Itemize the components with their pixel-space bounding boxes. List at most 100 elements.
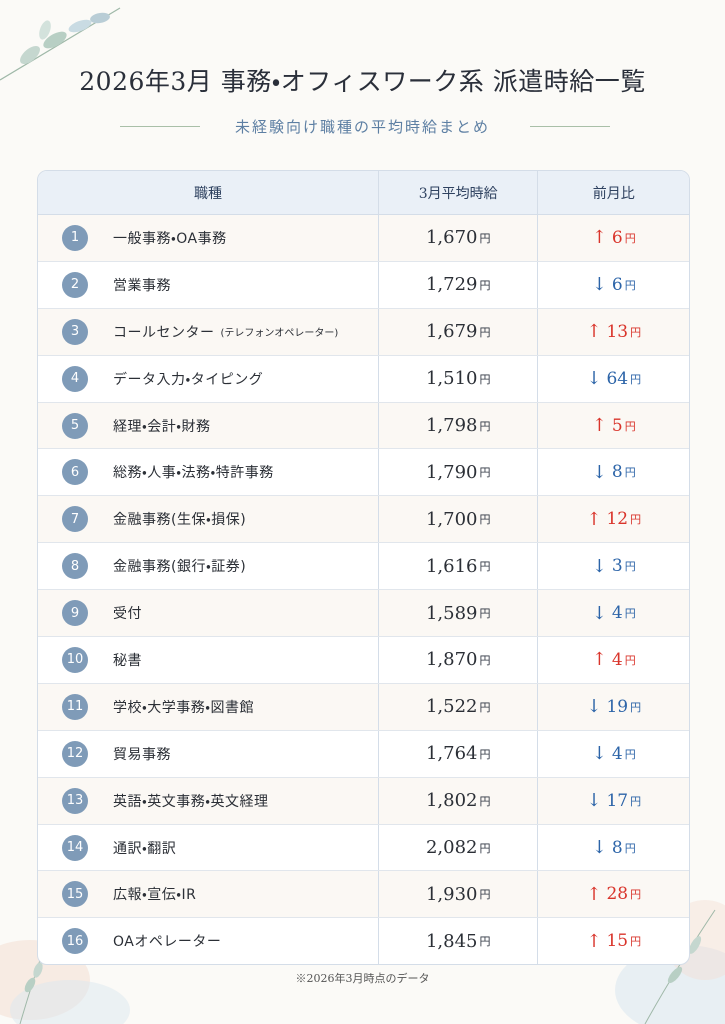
job-name: 金融事務(銀行・証券) — [113, 559, 247, 576]
change: 13 — [606, 321, 629, 342]
wage: 1,589 — [425, 602, 478, 624]
wage-cell: 1,510 円 — [377, 355, 538, 402]
table-row: 1 一般事務・OA事務 1,670 円 ↑ 6 円 — [38, 215, 689, 262]
trend-arrow: ↑ — [591, 415, 607, 436]
change-cell: ↓ 3 円 — [537, 543, 689, 590]
job-name: 通訳・翻訳 — [113, 840, 177, 857]
column-header: 3月平均時給 — [377, 171, 538, 214]
job-name: 英語・英文事務・英文経理 — [113, 793, 269, 810]
wage: 1,790 — [425, 461, 478, 483]
job-note: (テレフォンオペレーター) — [220, 328, 339, 340]
wage: 1,845 — [425, 930, 478, 952]
change-cell: ↓ 8 円 — [537, 449, 689, 496]
job-cell: 14 通訳・翻訳 — [38, 825, 378, 871]
row-number: 12 — [62, 740, 88, 767]
table-row: 11 学校・大学事務・図書館 1,522 円 ↓ 19 円 — [38, 683, 689, 731]
unit: 円 — [630, 700, 642, 714]
change-cell: ↑ 28 円 — [537, 871, 689, 918]
unit: 円 — [630, 372, 642, 386]
job-name: 学校・大学事務・図書館 — [113, 699, 255, 716]
column-header: 前月比 — [537, 171, 689, 214]
job-cell: 4 データ入力・タイピング — [38, 356, 378, 402]
unit: 円 — [479, 560, 491, 574]
change-cell: ↑ 5 円 — [537, 402, 689, 449]
unit: 円 — [479, 607, 491, 621]
wage-cell: 1,845 円 — [377, 918, 538, 965]
wage: 1,870 — [425, 649, 478, 671]
wage-cell: 1,522 円 — [377, 683, 538, 730]
unit: 円 — [630, 513, 642, 527]
change: 4 — [611, 603, 623, 624]
job-name: 総務・人事・法務・特許事務 — [113, 465, 274, 482]
wage-cell: 2,082 円 — [377, 824, 538, 871]
row-number: 11 — [62, 693, 88, 720]
unit: 円 — [479, 466, 491, 480]
table-row: 16 OAオペレーター 1,845 円 ↑ 15 円 — [38, 918, 689, 965]
unit: 円 — [479, 747, 491, 761]
job-cell: 9 受付 — [38, 590, 378, 636]
change: 64 — [606, 368, 629, 389]
job-name: 金融事務(生保・損保) — [113, 512, 247, 529]
change-cell: ↓ 4 円 — [537, 730, 689, 777]
trend-arrow: ↓ — [586, 696, 602, 718]
unit: 円 — [630, 935, 642, 949]
change: 8 — [611, 462, 623, 483]
trend-arrow: ↑ — [586, 508, 602, 530]
unit: 円 — [624, 278, 636, 292]
wage: 1,670 — [425, 227, 478, 249]
change-cell: ↓ 6 円 — [537, 261, 689, 308]
unit: 円 — [479, 325, 491, 339]
change: 28 — [606, 884, 629, 905]
wage: 1,802 — [425, 790, 478, 812]
unit: 円 — [624, 841, 636, 855]
table-row: 3 コールセンター (テレフォンオペレーター) 1,679 円 ↑ 13 円 — [38, 308, 689, 356]
change-cell: ↑ 13 円 — [537, 308, 689, 355]
wage-cell: 1,930 円 — [377, 871, 538, 918]
table-row: 2 営業事務 1,729 円 ↓ 6 円 — [38, 261, 689, 309]
unit: 円 — [479, 841, 491, 855]
trend-arrow: ↑ — [586, 321, 602, 343]
change: 15 — [606, 931, 629, 952]
change: 5 — [611, 415, 623, 436]
table-row: 4 データ入力・タイピング 1,510 円 ↓ 64 円 — [38, 355, 689, 403]
wage: 2,082 — [425, 837, 478, 859]
change-cell: ↓ 8 円 — [537, 824, 689, 871]
table-row: 7 金融事務(生保・損保) 1,700 円 ↑ 12 円 — [38, 496, 689, 544]
change-cell: ↓ 4 円 — [537, 590, 689, 637]
unit: 円 — [630, 888, 642, 902]
wage-cell: 1,670 円 — [377, 215, 538, 261]
trend-arrow: ↑ — [586, 930, 602, 952]
row-number: 13 — [62, 787, 88, 814]
wage: 1,700 — [425, 508, 478, 530]
unit: 円 — [624, 607, 636, 621]
change-cell: ↑ 12 円 — [537, 496, 689, 543]
unit: 円 — [624, 653, 636, 667]
wage: 1,510 — [425, 368, 478, 390]
trend-arrow: ↓ — [591, 274, 607, 296]
table: 職種 3月平均時給 前月比 1 一般事務・OA事務 1,670 円 ↑ 6 円 2 営業事務 1,… — [37, 170, 690, 966]
job-cell: 3 コールセンター (テレフォンオペレーター) — [38, 309, 378, 355]
row-number: 10 — [62, 646, 88, 673]
unit: 円 — [479, 935, 491, 949]
wage-cell: 1,700 円 — [377, 496, 538, 543]
table-row: 14 通訳・翻訳 2,082 円 ↓ 8 円 — [38, 824, 689, 872]
change-cell: ↑ 4 円 — [537, 637, 689, 683]
job-name: 営業事務 — [113, 277, 171, 294]
wage-cell: 1,798 円 — [377, 402, 538, 449]
trend-arrow: ↓ — [586, 368, 602, 390]
change-cell: ↑ 15 円 — [537, 918, 689, 965]
change-cell: ↓ 17 円 — [537, 777, 689, 824]
trend-arrow: ↓ — [591, 461, 607, 483]
wage: 1,798 — [425, 415, 478, 436]
trend-arrow: ↓ — [586, 790, 602, 812]
change: 4 — [611, 649, 623, 670]
job-cell: 8 金融事務(銀行・証券) — [38, 543, 378, 589]
unit: 円 — [624, 419, 636, 433]
change: 8 — [611, 837, 623, 858]
row-number: 4 — [62, 365, 88, 392]
subtitle: 未経験向け職種の平均時給まとめ — [234, 118, 490, 136]
unit: 円 — [624, 560, 636, 574]
job-name: 広報・宣伝・IR — [113, 887, 197, 904]
change-cell: ↓ 64 円 — [537, 355, 689, 402]
trend-arrow: ↓ — [591, 602, 607, 624]
